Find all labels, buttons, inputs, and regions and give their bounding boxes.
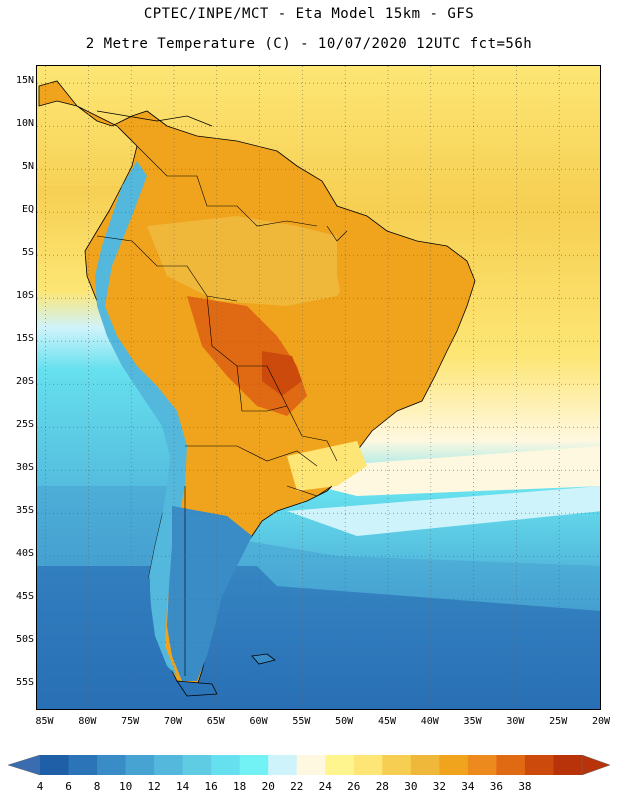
colorbar xyxy=(7,754,611,776)
colorbar-swatch xyxy=(211,755,241,775)
lon-tick-label: 75W xyxy=(121,716,140,727)
lat-tick-label: 5S xyxy=(21,247,34,259)
colorbar-tick-label: 26 xyxy=(347,780,361,793)
colorbar-swatch xyxy=(353,755,383,775)
amazon-basin xyxy=(147,216,357,306)
lat-tick-label: 10S xyxy=(15,290,34,302)
lon-tick-label: 85W xyxy=(35,716,54,727)
colorbar-tick-label: 32 xyxy=(432,780,446,793)
lat-tick-label: 10N xyxy=(15,118,34,130)
falkland-islands xyxy=(251,653,276,665)
colorbar-swatch xyxy=(467,755,497,775)
lat-tick-label: 20S xyxy=(15,376,34,388)
colorbar-tick-label: 14 xyxy=(176,780,190,793)
lat-tick-label: 40S xyxy=(15,548,34,560)
patagonia-cool xyxy=(167,506,252,681)
cool-band xyxy=(287,486,600,536)
lon-tick-label: 65W xyxy=(206,716,225,727)
lat-tick-label: 15S xyxy=(15,333,34,345)
colorbar-swatch xyxy=(268,755,298,775)
colorbar-high-arrow xyxy=(581,754,611,776)
colorbar-tick-label: 28 xyxy=(375,780,389,793)
southeast-cool xyxy=(287,441,367,491)
colorbar-swatch xyxy=(382,755,412,775)
lat-tick-label: 35S xyxy=(15,505,34,517)
colorbar-tick-label: 10 xyxy=(118,780,133,793)
colorbar-swatch xyxy=(239,755,269,775)
colorbar-tick-label: 8 xyxy=(93,780,101,793)
colorbar-tick-label: 38 xyxy=(518,780,532,793)
colorbar-swatch xyxy=(40,755,70,775)
colorbar-swatch xyxy=(325,755,355,775)
temperature-map xyxy=(37,66,600,709)
colorbar-swatch xyxy=(496,755,526,775)
lon-tick-label: 20W xyxy=(591,716,611,727)
colorbar-tick-label: 20 xyxy=(261,780,275,793)
lon-tick-label: 70W xyxy=(163,716,182,727)
colorbar-tick-label: 24 xyxy=(318,780,332,793)
lon-tick-label: 80W xyxy=(78,716,97,727)
lat-tick-label: 50S xyxy=(15,634,34,646)
map-panel xyxy=(36,65,601,710)
colorbar-swatch xyxy=(97,755,127,775)
lon-tick-label: 60W xyxy=(249,716,268,727)
lat-tick-label: 30S xyxy=(15,462,34,474)
lon-tick-label: 40W xyxy=(420,716,439,727)
lon-tick-label: 50W xyxy=(335,716,354,727)
map-subtitle: 2 Metre Temperature (C) - 10/07/2020 12U… xyxy=(85,36,533,52)
lon-tick-label: 45W xyxy=(377,716,397,727)
colorbar-swatch xyxy=(125,755,155,775)
colorbar-tick-label: 16 xyxy=(204,780,218,793)
colorbar-tick-label: 34 xyxy=(461,780,475,793)
colorbar-swatch xyxy=(68,755,98,775)
colorbar-tick-label: 12 xyxy=(147,780,161,793)
caribbean-coast xyxy=(96,110,213,127)
pantanal-hot-spot xyxy=(262,351,302,396)
colorbar-swatch xyxy=(439,755,469,775)
andes-cold-strip xyxy=(95,161,187,676)
lon-tick-label: 35W xyxy=(463,716,482,727)
colorbar-tick-label: 36 xyxy=(489,780,504,793)
colorbar-swatch xyxy=(296,755,326,775)
colorbar-swatch xyxy=(154,755,184,775)
colorbar-swatch xyxy=(410,755,440,775)
colorbar-swatch xyxy=(182,755,212,775)
lat-tick-label: 5N xyxy=(21,161,34,173)
lat-tick-label: 15N xyxy=(15,75,34,87)
lat-tick-label: 25S xyxy=(15,419,34,431)
lat-tick-label: 55S xyxy=(15,677,34,689)
colorbar-tick-label: 6 xyxy=(65,780,72,793)
lat-tick-label: 45S xyxy=(15,591,34,603)
colorbar-swatch xyxy=(553,755,583,775)
subtropical-band xyxy=(257,446,600,496)
lon-tick-label: 25W xyxy=(549,716,568,727)
colorbar-tick-label: 22 xyxy=(290,780,304,793)
lon-tick-label: 30W xyxy=(506,716,525,727)
map-title: CPTEC/INPE/MCT - Eta Model 15km - GFS xyxy=(143,6,475,22)
country-borders xyxy=(96,145,348,676)
lat-tick-label: EQ xyxy=(21,204,34,216)
colorbar-low-arrow xyxy=(7,754,41,776)
colorbar-tick-label: 18 xyxy=(233,780,247,793)
lon-tick-label: 55W xyxy=(292,716,311,727)
colorbar-tick-label: 4 xyxy=(36,780,44,793)
colorbar-swatch xyxy=(524,755,554,775)
colorbar-tick-label: 30 xyxy=(404,780,418,793)
